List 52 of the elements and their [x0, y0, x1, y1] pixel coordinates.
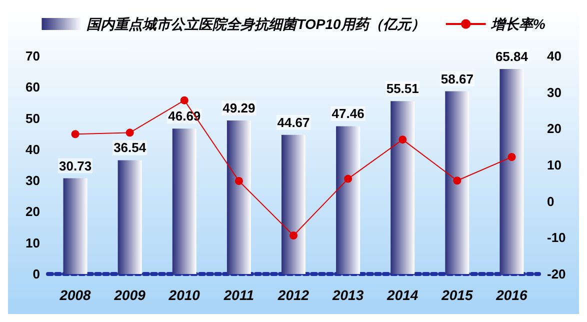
bar: [172, 128, 196, 274]
y2-tick-label: 30: [547, 84, 562, 100]
data-label: 47.46: [332, 106, 364, 122]
point: [290, 231, 298, 240]
x-tick-label: 2011: [222, 287, 254, 303]
point: [71, 130, 80, 138]
y-tick-label: 50: [26, 110, 40, 126]
point: [453, 176, 462, 185]
x-tick-label: 2014: [386, 287, 418, 303]
point: [344, 174, 352, 183]
y2-tick-label: 40: [547, 48, 562, 64]
point: [508, 153, 516, 162]
y-tick-label: 30: [26, 173, 40, 188]
y-tick-label: 10: [26, 235, 40, 250]
point: [398, 136, 407, 144]
legend-label: 国内重点城市公立医院全身抗细菌TOP10用药（亿元）: [86, 16, 425, 32]
x-tick-label: 2008: [58, 287, 92, 303]
data-label: 65.84: [495, 48, 529, 64]
point: [180, 96, 188, 104]
bar: [390, 101, 415, 274]
point: [126, 128, 134, 137]
x-tick-label: 2013: [331, 287, 364, 303]
bar: [282, 134, 306, 274]
y2-tick-label: 20: [547, 121, 562, 136]
x-tick-label: 2016: [495, 287, 528, 303]
data-label: 49.29: [222, 100, 256, 116]
data-label: 55.51: [386, 81, 419, 96]
data-label: 58.67: [440, 71, 474, 86]
x-tick-label: 2009: [113, 287, 146, 303]
y-tick-label: 70: [26, 48, 40, 64]
bar: [63, 178, 88, 274]
x-tick-label: 2010: [168, 287, 200, 303]
x-tick-label: 2015: [440, 287, 473, 303]
data-label: 36.54: [114, 140, 147, 156]
y2-tick-label: -20: [547, 266, 566, 282]
data-label: 30.73: [59, 158, 92, 174]
bar: [445, 91, 470, 274]
y2-tick-label: 10: [547, 158, 562, 172]
y2-tick-label: -10: [547, 230, 566, 246]
point: [234, 176, 243, 185]
y-tick-label: 0: [32, 266, 40, 282]
y-tick-label: 40: [26, 142, 40, 157]
data-label: 44.67: [277, 114, 310, 130]
legend-label: 增长率%: [490, 16, 546, 32]
bar: [500, 68, 524, 274]
y-tick-label: 20: [26, 204, 40, 220]
bar: [226, 120, 251, 274]
y-tick-label: 60: [26, 80, 40, 95]
y2-tick-label: 0: [547, 194, 554, 209]
bar: [336, 126, 360, 274]
x-tick-label: 2012: [276, 287, 310, 303]
bar: [118, 160, 142, 274]
